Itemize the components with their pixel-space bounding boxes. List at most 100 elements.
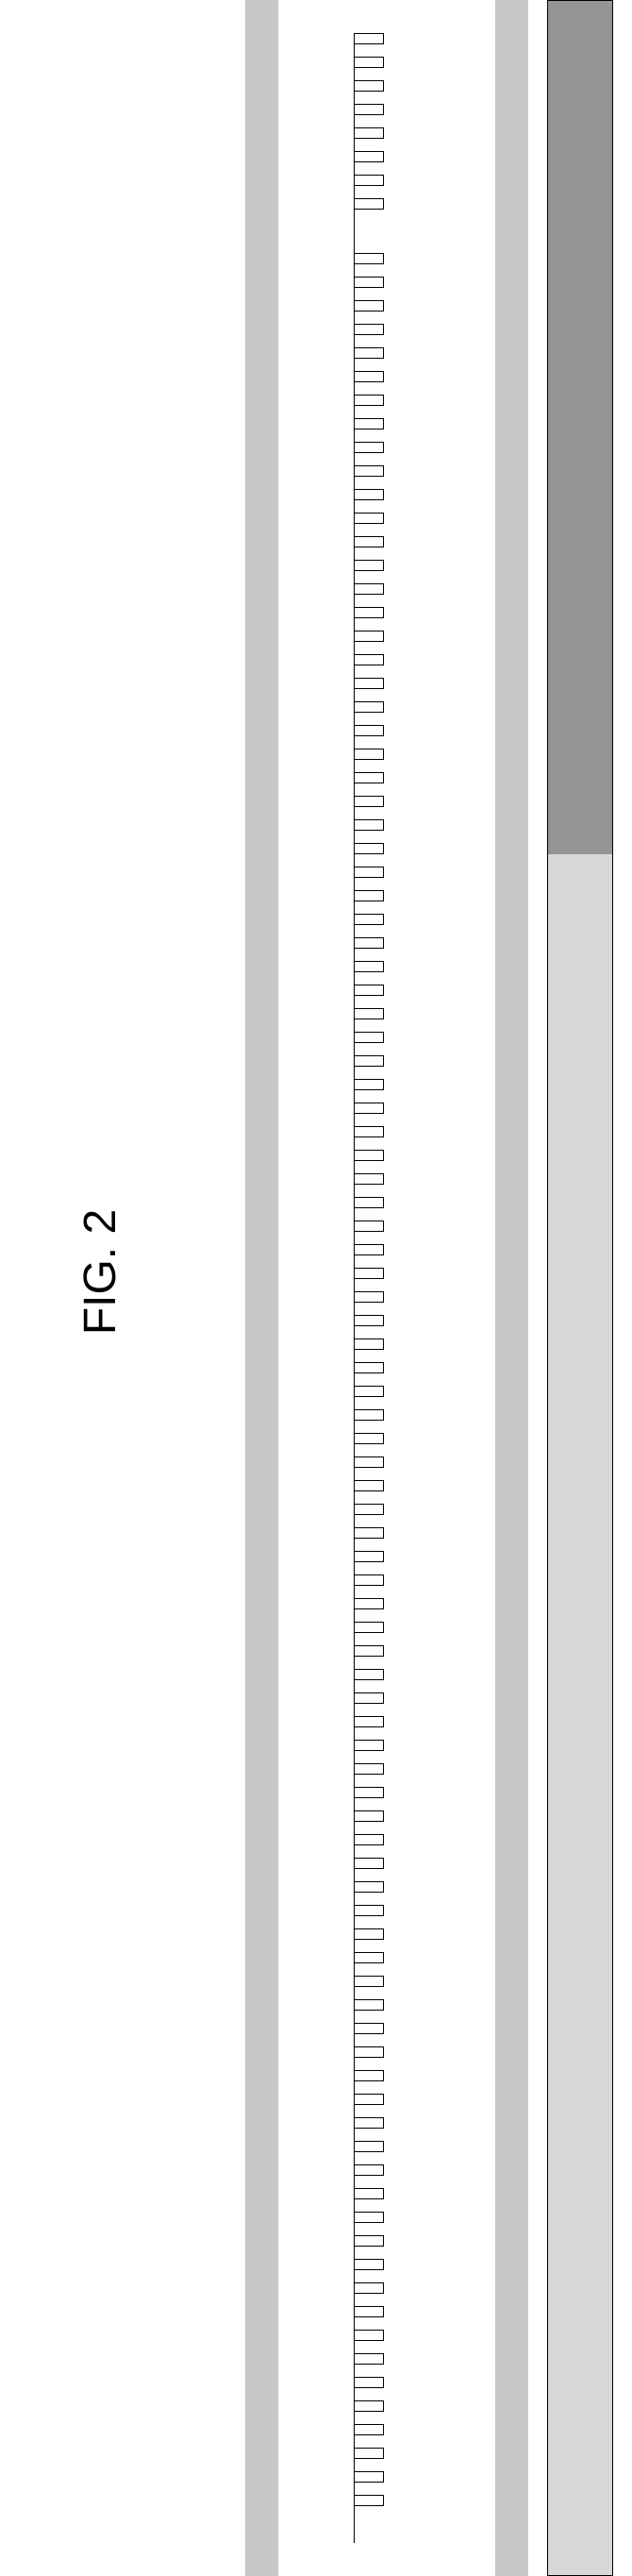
- comb-tooth: [354, 324, 384, 335]
- comb-tooth: [354, 1433, 384, 1444]
- comb-tooth: [354, 1291, 384, 1303]
- comb-tooth: [354, 300, 384, 311]
- comb-tooth: [354, 937, 384, 949]
- comb-tooth: [354, 2023, 384, 2034]
- comb-tooth: [354, 127, 384, 139]
- comb-tooth: [354, 1480, 384, 1491]
- comb-tooth: [354, 1716, 384, 1727]
- comb-tooth: [354, 57, 384, 68]
- comb-tooth: [354, 890, 384, 901]
- comb-tooth: [354, 867, 384, 878]
- comb-tooth: [354, 2141, 384, 2152]
- comb-tooth: [354, 1858, 384, 1869]
- comb-tooth: [354, 253, 384, 264]
- comb-tooth: [354, 1905, 384, 1916]
- comb-tooth: [354, 1787, 384, 1798]
- comb-tooth: [354, 80, 384, 92]
- comb-tooth: [354, 2353, 384, 2365]
- comb-tooth: [354, 1881, 384, 1893]
- comb-tooth: [354, 2259, 384, 2270]
- comb-tooth: [354, 2070, 384, 2081]
- comb-tooth: [354, 1810, 384, 1822]
- comb-tooth: [354, 631, 384, 642]
- comb-tooth: [354, 1032, 384, 1043]
- comb-tooth: [354, 2117, 384, 2129]
- comb-tooth: [354, 1834, 384, 1845]
- comb-tooth: [354, 985, 384, 996]
- comb-tooth: [354, 1999, 384, 2011]
- comb-tooth: [354, 654, 384, 665]
- comb-tooth: [354, 1079, 384, 1090]
- comb-tooth: [354, 33, 384, 44]
- comb-tooth: [354, 2212, 384, 2223]
- comb-tooth: [354, 198, 384, 210]
- comb-tooth: [354, 2188, 384, 2199]
- comb-tooth: [354, 465, 384, 477]
- comb-tooth: [354, 772, 384, 783]
- comb-tooth: [354, 1268, 384, 1279]
- comb-tooth: [354, 151, 384, 162]
- comb-tooth: [354, 418, 384, 429]
- comb-tooth: [354, 1008, 384, 1019]
- comb-tooth: [354, 1244, 384, 1255]
- figure-label: FIG. 2: [75, 1209, 126, 1335]
- comb-tooth: [354, 1055, 384, 1067]
- comb-tooth: [354, 819, 384, 831]
- comb-tooth: [354, 513, 384, 524]
- comb-tooth: [354, 2377, 384, 2388]
- comb-tooth: [354, 489, 384, 500]
- inner-tube-area: [278, 0, 495, 2576]
- comb-tooth: [354, 1315, 384, 1326]
- comb-tooth: [354, 1551, 384, 1562]
- comb-tooth: [354, 1928, 384, 1940]
- comb-tooth: [354, 2046, 384, 2058]
- comb-tooth: [354, 1150, 384, 1161]
- comb-tooth: [354, 749, 384, 760]
- comb-tooth: [354, 1197, 384, 1208]
- comb-tooth: [354, 2495, 384, 2506]
- comb-tooth: [354, 1622, 384, 1633]
- comb-tooth: [354, 371, 384, 382]
- comb-tooth: [354, 1386, 384, 1397]
- comb-tooth: [354, 1362, 384, 1373]
- comb-tooth: [354, 1598, 384, 1609]
- right-strip-outline: [547, 0, 613, 2576]
- comb-tooth: [354, 961, 384, 972]
- comb-tooth: [354, 1952, 384, 1963]
- comb-tooth: [354, 277, 384, 288]
- comb-tooth: [354, 2094, 384, 2105]
- comb-tooth: [354, 1740, 384, 1751]
- comb-tooth: [354, 2306, 384, 2317]
- comb-tooth: [354, 560, 384, 571]
- comb-tooth: [354, 1763, 384, 1775]
- comb-tooth: [354, 583, 384, 595]
- comb-tooth: [354, 347, 384, 359]
- comb-tooth: [354, 2448, 384, 2459]
- comb-tooth: [354, 2235, 384, 2247]
- comb-tooth: [354, 701, 384, 713]
- comb-tooth: [354, 2424, 384, 2435]
- comb-tooth: [354, 1126, 384, 1137]
- comb-tooth: [354, 536, 384, 547]
- comb-tooth: [354, 607, 384, 618]
- comb-tooth: [354, 1504, 384, 1515]
- comb-tooth: [354, 914, 384, 925]
- comb-tooth: [354, 442, 384, 453]
- comb-tooth: [354, 1669, 384, 1680]
- comb-tooth: [354, 1173, 384, 1185]
- comb-tooth: [354, 104, 384, 115]
- cross-section-diagram: [245, 0, 632, 2576]
- comb-tooth: [354, 678, 384, 689]
- comb-tooth: [354, 1456, 384, 1468]
- comb-tooth: [354, 2330, 384, 2341]
- comb-tooth: [354, 1221, 384, 1232]
- comb-tooth: [354, 2471, 384, 2483]
- comb-tooth: [354, 1409, 384, 1421]
- comb-tooth: [354, 843, 384, 854]
- comb-tooth: [354, 175, 384, 186]
- comb-tooth: [354, 1339, 384, 1350]
- comb-tooth: [354, 2164, 384, 2176]
- comb-tooth: [354, 1645, 384, 1657]
- comb-tooth: [354, 2400, 384, 2412]
- comb-tooth: [354, 395, 384, 406]
